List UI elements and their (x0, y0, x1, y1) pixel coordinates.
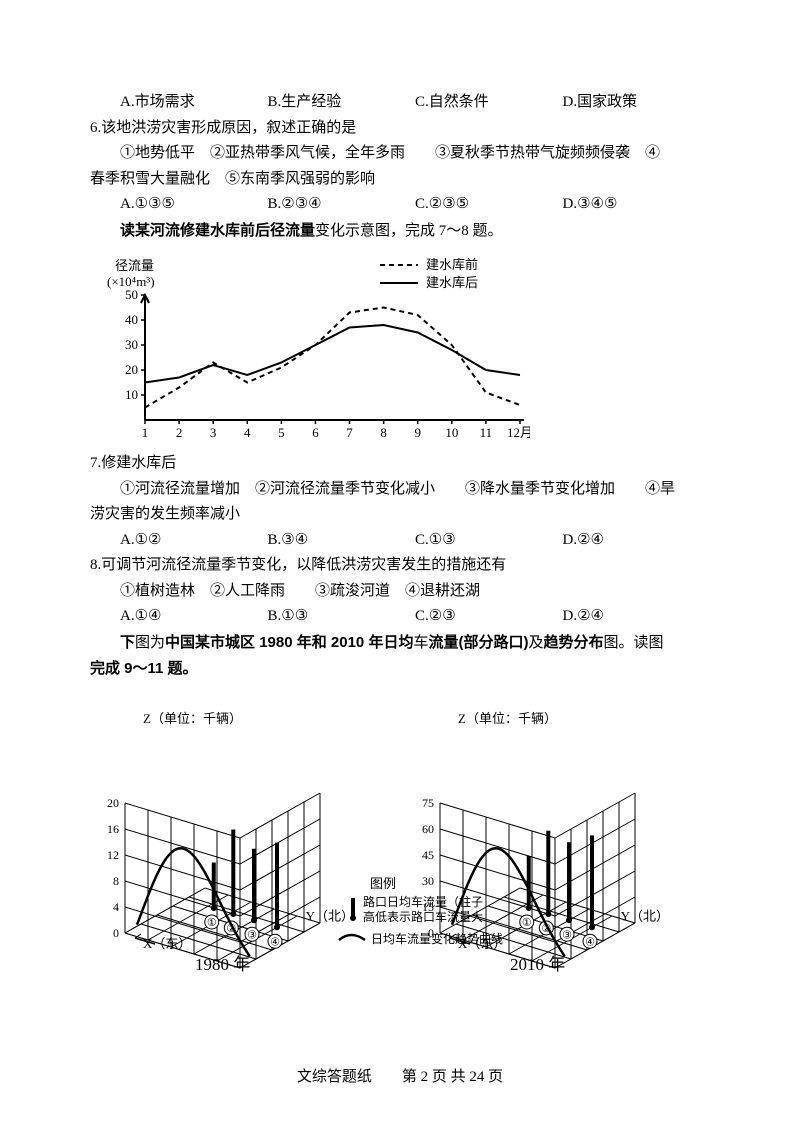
lead1-bold: 某河流修建水库前后径流量 (135, 222, 315, 239)
svg-text:60: 60 (422, 822, 434, 836)
svg-text:10: 10 (445, 425, 458, 440)
runoff-chart: 10 20 30 40 50 1 2 3 4 5 6 7 8 9 10 11 12月 径流量(×10⁴m³) 建水库… (90, 250, 710, 445)
q5-choice-b: B.生产经验 (268, 90, 416, 116)
svg-text:16: 16 (107, 822, 119, 836)
lead2-bold2: 流量(部分路口) (428, 634, 528, 651)
svg-text:3: 3 (210, 425, 217, 440)
q6-choice-c: C.②③⑤ (415, 192, 563, 218)
q7-items-1: ①河流径流量增加 ②河流径流量季节变化减小 ③降水量季节变化增加 ④旱 (120, 481, 675, 497)
lead2-bold3: 趋势分布 (543, 634, 603, 651)
svg-text:4: 4 (113, 900, 119, 914)
svg-text:建水库前: 建水库前 (426, 257, 478, 272)
lead2-mid3: 及 (528, 635, 543, 651)
q7-choice-a: A.①② (120, 528, 268, 554)
q7-choice-b: B.③④ (268, 528, 416, 554)
svg-text:4: 4 (244, 425, 251, 440)
svg-text:11: 11 (480, 425, 493, 440)
svg-text:图例: 图例 (370, 876, 396, 891)
svg-text:Y（北）: Y（北） (621, 908, 669, 923)
q8-choice-c: C.②③ (415, 604, 563, 630)
svg-text:Z（单位：千辆）: Z（单位：千辆） (143, 711, 242, 726)
q6-stem: 6.该地洪涝灾害形成原因，叙述正确的是 (90, 116, 710, 142)
q6-items-1: ①地势低平 ②亚热带季风气候，全年多雨 ③夏秋季节热带气旋频频侵袭 ④ (120, 145, 660, 161)
lead1-pre: 读 (120, 222, 135, 239)
svg-text:50: 50 (125, 287, 138, 302)
svg-text:2: 2 (176, 425, 183, 440)
svg-text:20: 20 (125, 362, 138, 377)
q5-choice-d: D.国家政策 (563, 90, 711, 116)
q7-items-2: 涝灾害的发生频率减小 (90, 506, 240, 522)
q7-choices: A.①② B.③④ C.①③ D.②④ (90, 528, 710, 554)
svg-text:高低表示路口车流量大: 高低表示路口车流量大 (363, 909, 483, 924)
q6-items-2: 春季积雪大量融化 ⑤东南季风强弱的影响 (90, 171, 375, 187)
svg-text:8: 8 (113, 874, 119, 888)
q6-choice-b: B.②③④ (268, 192, 416, 218)
q8-choice-d: D.②④ (563, 604, 711, 630)
svg-text:Y（北）: Y（北） (306, 908, 354, 923)
svg-text:建水库后: 建水库后 (426, 275, 478, 290)
svg-text:20: 20 (107, 796, 119, 810)
svg-text:12: 12 (107, 848, 119, 862)
q8-choice-a: A.①④ (120, 604, 268, 630)
svg-text:40: 40 (125, 312, 138, 327)
q6-choice-d: D.③④⑤ (563, 192, 711, 218)
svg-text:④: ④ (270, 936, 280, 948)
svg-text:①: ① (522, 917, 532, 929)
lead2-bold1: 中国某市城区 1980 年和 2010 年日均 (165, 634, 413, 651)
svg-text:④: ④ (585, 936, 595, 948)
svg-text:5: 5 (278, 425, 285, 440)
svg-text:12月: 12月 (507, 425, 530, 440)
runoff-chart-svg: 10 20 30 40 50 1 2 3 4 5 6 7 8 9 10 11 12月 径流量(×10⁴m³) 建水库… (90, 250, 530, 445)
svg-text:路口日均车流量（柱子: 路口日均车流量（柱子 (363, 894, 483, 909)
q8-choice-b: B.①③ (268, 604, 416, 630)
q5-choice-a: A.市场需求 (120, 90, 268, 116)
lead2-mid1: 图为 (135, 635, 165, 651)
svg-text:45: 45 (422, 848, 434, 862)
lead1: 读某河流修建水库前后径流量变化示意图，完成 7～8 题。 (90, 218, 710, 245)
lead2-pre: 下 (120, 634, 135, 651)
lead1-post: 变化示意图，完成 7～8 题。 (315, 223, 503, 239)
traffic-3d-chart-svg: 048121620Z（单位：千辆）Y（北）X（东）①②③④1980 年01530… (90, 688, 710, 978)
svg-text:Z（单位：千辆）: Z（单位：千辆） (458, 711, 557, 726)
svg-text:30: 30 (422, 874, 434, 888)
lead2-post: 图。读图 (604, 635, 664, 651)
svg-text:(×10⁴m³): (×10⁴m³) (107, 274, 155, 289)
svg-text:日均车流量变化趋势曲线: 日均车流量变化趋势曲线 (371, 931, 503, 946)
svg-text:①: ① (207, 917, 217, 929)
q6-choices: A.①③⑤ B.②③④ C.②③⑤ D.③④⑤ (90, 192, 710, 218)
svg-text:6: 6 (312, 425, 319, 440)
svg-text:③: ③ (562, 929, 572, 941)
q5-choices: A.市场需求 B.生产经验 C.自然条件 D.国家政策 (90, 90, 710, 116)
lead2-line1: 下图为中国某市城区 1980 年和 2010 年日均车流量(部分路口)及趋势分布… (90, 630, 710, 657)
lead2-mid2: 车 (413, 635, 428, 651)
svg-text:1: 1 (142, 425, 149, 440)
q7-choice-d: D.②④ (563, 528, 711, 554)
svg-text:7: 7 (346, 425, 353, 440)
lead2-line2: 完成 9～11 题。 (90, 656, 710, 682)
svg-text:1980 年: 1980 年 (195, 955, 250, 974)
q5-choice-c: C.自然条件 (415, 90, 563, 116)
svg-text:75: 75 (422, 796, 434, 810)
page-footer: 文综答题纸 第 2 页 共 24 页 (0, 1065, 800, 1091)
traffic-3d-chart: 048121620Z（单位：千辆）Y（北）X（东）①②③④1980 年01530… (90, 688, 710, 978)
svg-text:径流量: 径流量 (115, 258, 154, 273)
q8-choices: A.①④ B.①③ C.②③ D.②④ (90, 604, 710, 630)
svg-text:2010 年: 2010 年 (510, 955, 565, 974)
svg-text:9: 9 (414, 425, 421, 440)
svg-text:30: 30 (125, 337, 138, 352)
svg-text:③: ③ (247, 929, 257, 941)
q7-stem: 7.修建水库后 (90, 451, 710, 477)
q7-choice-c: C.①③ (415, 528, 563, 554)
svg-text:X（东）: X（东） (143, 936, 191, 951)
q8-items: ①植树造林 ②人工降雨 ③疏浚河道 ④退耕还湖 (120, 583, 480, 599)
svg-text:8: 8 (380, 425, 387, 440)
q6-choice-a: A.①③⑤ (120, 192, 268, 218)
q8-stem: 8.可调节河流径流量季节变化，以降低洪涝灾害发生的措施还有 (90, 553, 710, 579)
svg-text:0: 0 (113, 926, 119, 940)
svg-text:10: 10 (125, 387, 138, 402)
